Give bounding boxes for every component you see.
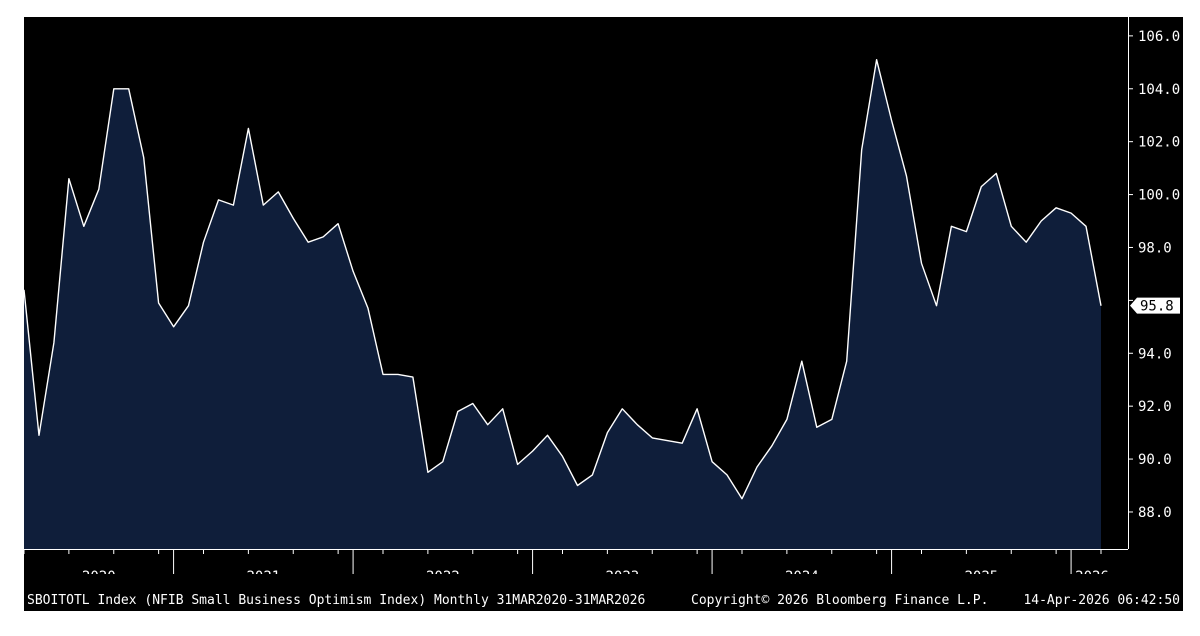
x-year-label: 2025 bbox=[964, 569, 998, 574]
last-value-label: 95.8 bbox=[1140, 299, 1174, 315]
area-chart: 88.0 90.0 92.0 94.0 98.0 100.0 102.0 104.0 106.0… bbox=[24, 17, 1180, 574]
x-year-label: 2020 bbox=[82, 569, 116, 574]
y-tick-label: 100.0 bbox=[1138, 188, 1180, 204]
y-tick-label: 94.0 bbox=[1138, 346, 1172, 362]
y-tick-label: 106.0 bbox=[1138, 29, 1180, 45]
copyright-label: Copyright© 2026 Bloomberg Finance L.P. bbox=[691, 593, 989, 608]
chart-source-label: SBOITOTL Index (NFIB Small Business Opti… bbox=[27, 593, 646, 608]
y-tick-label: 102.0 bbox=[1138, 135, 1180, 151]
x-year-label: 2023 bbox=[605, 569, 639, 574]
y-tick-label: 88.0 bbox=[1138, 505, 1172, 521]
y-tick-label: 92.0 bbox=[1138, 399, 1172, 415]
bloomberg-chart-panel: 88.0 90.0 92.0 94.0 98.0 100.0 102.0 104.0 106.0… bbox=[24, 17, 1183, 611]
y-tick-label: 104.0 bbox=[1138, 82, 1180, 98]
x-year-label: 2026 bbox=[1075, 569, 1109, 574]
series-line bbox=[24, 59, 1102, 500]
x-year-label: 2024 bbox=[785, 569, 819, 574]
y-tick-label: 90.0 bbox=[1138, 452, 1172, 468]
series-area-fill bbox=[24, 59, 1101, 549]
last-value-marker bbox=[1130, 297, 1180, 314]
x-year-label: 2021 bbox=[246, 569, 280, 574]
timestamp-label: 14-Apr-2026 06:42:50 bbox=[1023, 593, 1180, 608]
y-tick-label: 98.0 bbox=[1138, 240, 1172, 256]
x-year-label: 2022 bbox=[426, 569, 460, 574]
